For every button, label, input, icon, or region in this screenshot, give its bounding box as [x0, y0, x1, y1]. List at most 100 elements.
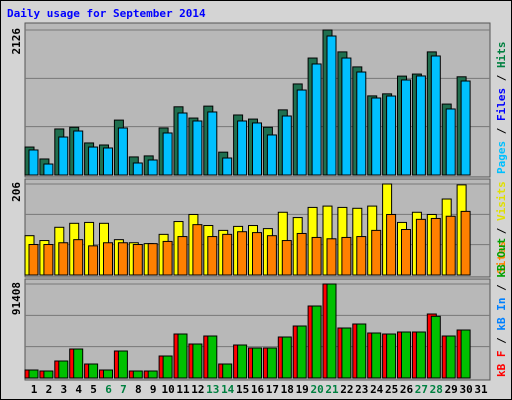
bar [58, 360, 69, 379]
y-tick-label: 2126 [10, 28, 23, 55]
legend: Pages / Files / Hits [495, 42, 508, 175]
bar [147, 159, 158, 176]
bar [430, 217, 441, 276]
bar [192, 343, 203, 379]
bar [252, 232, 262, 276]
bar [237, 344, 248, 379]
x-tick-label: 1 [31, 383, 38, 396]
bar [132, 162, 143, 176]
x-tick-label: 16 [251, 383, 265, 396]
legend: Sites / Visits [495, 181, 508, 274]
bar [88, 146, 99, 176]
bar [445, 335, 456, 379]
bar [401, 331, 411, 379]
x-tick-label: 9 [150, 383, 157, 396]
x-tick-label: 25 [385, 383, 398, 396]
x-tick-label: 20 [310, 383, 323, 396]
bar [266, 347, 277, 379]
bar [281, 240, 292, 276]
bar [177, 333, 188, 379]
x-tick-label: 30 [459, 383, 472, 396]
bar [103, 369, 113, 379]
x-tick-label: 24 [370, 383, 384, 396]
bar [192, 224, 203, 276]
legend-separator: / [495, 278, 508, 298]
bar [386, 333, 397, 379]
x-tick-label: 15 [236, 383, 249, 396]
bar [177, 112, 188, 176]
x-tick-label: 5 [90, 383, 97, 396]
bar [371, 97, 382, 176]
bar [341, 57, 352, 176]
legend-entry: Hits [495, 42, 508, 69]
bar [311, 63, 322, 176]
x-tick-label: 13 [206, 383, 219, 396]
legend-entry: Pages [495, 141, 508, 174]
bar [445, 215, 456, 276]
bar [371, 332, 382, 379]
bar [266, 134, 277, 176]
bar [28, 244, 39, 276]
bar [132, 244, 143, 276]
bar [266, 235, 277, 276]
legend-entry: kB Out [495, 238, 508, 278]
bar [73, 239, 84, 276]
bar [460, 80, 471, 176]
x-tick-label: 28 [430, 383, 443, 396]
bar [207, 335, 218, 379]
bar [386, 213, 397, 276]
legend-separator: / [495, 68, 508, 88]
bar [43, 163, 54, 176]
bar [117, 127, 128, 176]
bar [326, 35, 337, 176]
bar [117, 242, 128, 276]
bar [326, 238, 337, 276]
bar [296, 89, 307, 176]
bar [237, 120, 248, 176]
bar [43, 244, 54, 276]
x-tick-label: 27 [415, 383, 428, 396]
bar [460, 210, 471, 276]
bar [237, 231, 248, 276]
legend-separator: / [495, 331, 508, 351]
x-tick-label: 10 [161, 383, 174, 396]
bar [162, 355, 173, 379]
legend-separator: / [495, 221, 508, 241]
bar [192, 120, 203, 176]
x-tick-label: 4 [75, 383, 82, 396]
bar [43, 370, 54, 379]
bar [162, 240, 173, 276]
bar [207, 111, 218, 176]
x-tick-label: 29 [445, 383, 458, 396]
bar [371, 229, 382, 276]
bar [73, 348, 84, 379]
x-tick-label: 7 [120, 383, 127, 396]
bar [222, 157, 233, 176]
bar [252, 347, 262, 379]
bar [386, 95, 397, 176]
bar [356, 323, 367, 379]
bar [147, 370, 158, 379]
legend-entry: Files [495, 88, 508, 121]
x-tick-label: 18 [281, 383, 294, 396]
bar [326, 283, 337, 379]
bar [415, 331, 426, 379]
bar [28, 369, 39, 379]
bar [147, 243, 158, 276]
bar [58, 136, 69, 176]
bar [341, 236, 352, 276]
bar [252, 122, 262, 176]
bar [415, 218, 426, 276]
x-tick-label: 19 [296, 383, 309, 396]
x-tick-label: 22 [340, 383, 353, 396]
x-tick-label: 8 [135, 383, 142, 396]
bar [430, 55, 441, 176]
legend-entry: Visits [495, 181, 508, 221]
bar [296, 232, 307, 276]
bar [73, 130, 84, 176]
x-tick-label: 17 [266, 383, 279, 396]
x-tick-label: 31 [474, 383, 488, 396]
chart-title: Daily usage for September 2014 [7, 7, 206, 20]
legend-entry: Sites [495, 241, 508, 274]
